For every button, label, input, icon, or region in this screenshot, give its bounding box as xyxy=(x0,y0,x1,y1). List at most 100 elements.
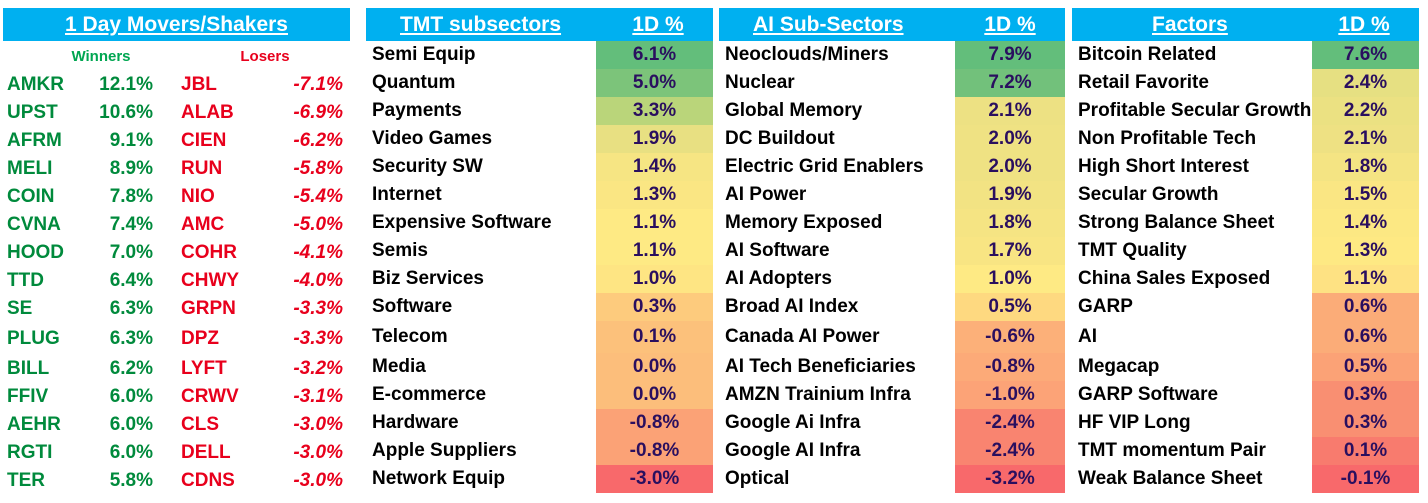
mover-row: FFIV 6.0% CRWV -3.1% xyxy=(3,383,350,411)
row-value: -0.1% xyxy=(1312,465,1419,493)
row-label: AI Power xyxy=(725,184,807,205)
movers-rows: AMKR 12.1% JBL -7.1% UPST 10.6% ALAB -6.9% AFRM 9… xyxy=(3,71,350,495)
row-value: 6.1% xyxy=(596,41,713,69)
tmt-col-header: 1D % xyxy=(632,12,684,36)
table-row: Memory Exposed 1.8% xyxy=(719,209,1065,237)
factors-rows: Bitcoin Related 7.6% Retail Favorite 2.4% Pr… xyxy=(1072,41,1419,493)
table-row: Secular Growth 1.5% xyxy=(1072,181,1419,209)
table-row: Quantum 5.0% xyxy=(366,69,713,97)
loser-ticker: CRWV xyxy=(181,386,239,407)
row-value: 7.2% xyxy=(955,69,1065,97)
table-row: Hardware -0.8% xyxy=(366,409,713,437)
row-label: Security SW xyxy=(372,156,483,177)
row-value: 2.1% xyxy=(1312,125,1419,153)
table-row: Non Profitable Tech 2.1% xyxy=(1072,125,1419,153)
loser-ticker: CHWY xyxy=(181,270,240,291)
row-value: 0.5% xyxy=(955,293,1065,321)
row-value: 1.0% xyxy=(955,265,1065,293)
table-row: Canada AI Power -0.6% xyxy=(719,321,1065,353)
table-row: Google Ai Infra -2.4% xyxy=(719,409,1065,437)
table-row: HF VIP Long 0.3% xyxy=(1072,409,1419,437)
row-label: Profitable Secular Growth xyxy=(1078,100,1312,121)
row-value: 0.3% xyxy=(1312,409,1419,437)
table-row: Megacap 0.5% xyxy=(1072,353,1419,381)
row-label: Retail Favorite xyxy=(1078,72,1209,93)
table-row: Bitcoin Related 7.6% xyxy=(1072,41,1419,69)
table-row: High Short Interest 1.8% xyxy=(1072,153,1419,181)
loser-ticker: CLS xyxy=(181,414,219,435)
table-row: AI Adopters 1.0% xyxy=(719,265,1065,293)
table-row: Weak Balance Sheet -0.1% xyxy=(1072,465,1419,493)
mover-row: TER 5.8% CDNS -3.0% xyxy=(3,467,350,495)
row-value: 1.4% xyxy=(1312,209,1419,237)
mover-row: AEHR 6.0% CLS -3.0% xyxy=(3,411,350,439)
mover-row: AFRM 9.1% CIEN -6.2% xyxy=(3,127,350,155)
row-label: Apple Suppliers xyxy=(372,440,517,461)
mover-row: CVNA 7.4% AMC -5.0% xyxy=(3,211,350,239)
loser-ticker: CDNS xyxy=(181,470,235,491)
table-row: Neoclouds/Miners 7.9% xyxy=(719,41,1065,69)
table-row: AI 0.6% xyxy=(1072,321,1419,353)
table-row: AI Power 1.9% xyxy=(719,181,1065,209)
loser-change: -4.1% xyxy=(293,242,343,263)
table-row: AMZN Trainium Infra -1.0% xyxy=(719,381,1065,409)
row-label: Video Games xyxy=(372,128,493,149)
winner-change: 6.4% xyxy=(109,270,153,291)
table-row: TMT Quality 1.3% xyxy=(1072,237,1419,265)
loser-ticker: ALAB xyxy=(181,102,234,123)
movers-shakers-panel: 1 Day Movers/Shakers Winners Losers AMKR… xyxy=(3,8,350,495)
table-row: Semi Equip 6.1% xyxy=(366,41,713,69)
row-label: Bitcoin Related xyxy=(1078,44,1217,65)
row-label: HF VIP Long xyxy=(1078,412,1191,433)
row-value: 1.1% xyxy=(596,237,713,265)
loser-ticker: JBL xyxy=(181,74,217,95)
row-value: 0.1% xyxy=(596,321,713,353)
row-label: Strong Balance Sheet xyxy=(1078,212,1275,233)
loser-change: -7.1% xyxy=(293,74,343,95)
row-label: Internet xyxy=(372,184,442,205)
row-value: 2.4% xyxy=(1312,69,1419,97)
winner-ticker: COIN xyxy=(7,186,55,207)
loser-change: -3.0% xyxy=(293,470,343,491)
table-row: Optical -3.2% xyxy=(719,465,1065,493)
table-row: Telecom 0.1% xyxy=(366,321,713,353)
row-label: Hardware xyxy=(372,412,459,433)
loser-ticker: CIEN xyxy=(181,130,227,151)
table-row: E-commerce 0.0% xyxy=(366,381,713,409)
ai-subsectors-panel: AI Sub-Sectors 1D % Neoclouds/Miners 7.9%… xyxy=(719,8,1065,493)
table-row: AI Software 1.7% xyxy=(719,237,1065,265)
row-value: 1.9% xyxy=(955,181,1065,209)
row-label: Memory Exposed xyxy=(725,212,883,233)
row-value: -2.4% xyxy=(955,437,1065,465)
winner-change: 6.0% xyxy=(109,442,153,463)
table-row: Media 0.0% xyxy=(366,353,713,381)
row-label: High Short Interest xyxy=(1078,156,1250,177)
row-value: 0.5% xyxy=(1312,353,1419,381)
tmt-rows: Semi Equip 6.1% Quantum 5.0% Payments 3.3% Vid… xyxy=(366,41,713,493)
row-value: 1.9% xyxy=(596,125,713,153)
row-value: -0.6% xyxy=(955,321,1065,353)
table-row: Nuclear 7.2% xyxy=(719,69,1065,97)
winner-change: 6.0% xyxy=(109,386,153,407)
row-label: Electric Grid Enablers xyxy=(725,156,924,177)
movers-subheader: Winners Losers xyxy=(3,41,350,71)
winner-ticker: TER xyxy=(7,470,45,491)
winners-label: Winners xyxy=(71,47,131,65)
row-label: Network Equip xyxy=(372,468,506,489)
winner-ticker: SE xyxy=(7,298,33,319)
loser-ticker: GRPN xyxy=(181,298,236,319)
winner-ticker: HOOD xyxy=(7,242,64,263)
row-label: Semis xyxy=(372,240,428,261)
row-value: 0.6% xyxy=(1312,293,1419,321)
table-row: Video Games 1.9% xyxy=(366,125,713,153)
row-label: Canada AI Power xyxy=(725,326,880,347)
row-value: -3.0% xyxy=(596,465,713,493)
tmt-subsectors-panel: TMT subsectors 1D % Semi Equip 6.1% Quantu… xyxy=(366,8,713,493)
table-row: Security SW 1.4% xyxy=(366,153,713,181)
row-label: Weak Balance Sheet xyxy=(1078,468,1263,489)
row-label: AMZN Trainium Infra xyxy=(725,384,911,405)
row-value: 1.8% xyxy=(955,209,1065,237)
table-row: Strong Balance Sheet 1.4% xyxy=(1072,209,1419,237)
loser-ticker: NIO xyxy=(181,186,215,207)
movers-header: 1 Day Movers/Shakers xyxy=(3,8,350,41)
